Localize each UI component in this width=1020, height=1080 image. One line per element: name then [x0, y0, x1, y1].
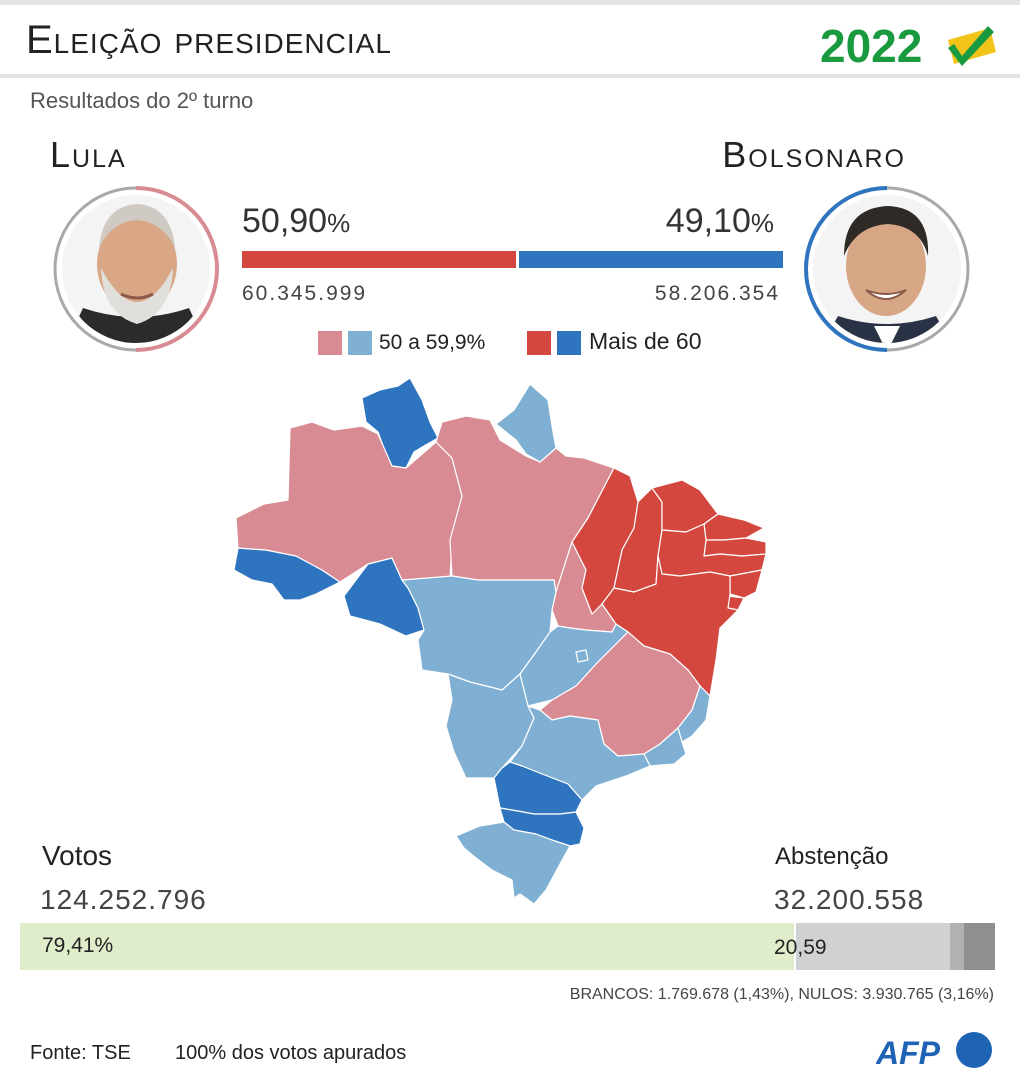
state-es: [677, 685, 711, 743]
afp-logo: AFP: [876, 1032, 992, 1070]
legend-swatch-lula-light: [318, 331, 342, 355]
legend-swatch-lula-dark: [527, 331, 551, 355]
state-df: [575, 649, 589, 663]
afp-logo-circle: [956, 1032, 992, 1068]
year-badge: 2022: [820, 20, 996, 70]
legend-label-dark: Mais de 60: [589, 328, 702, 354]
nulos-share-bar: [964, 923, 995, 970]
legend-swatch-bolsonaro-dark: [557, 331, 581, 355]
abstention-percent: 20,59: [774, 936, 827, 959]
candidate-name-bolsonaro: Bolsonaro: [722, 134, 906, 175]
state-rs: [455, 821, 571, 905]
lula-vote-bar: [242, 251, 516, 268]
votes-share-bar: [20, 923, 795, 970]
bolsonaro-percent-unit: %: [750, 208, 774, 238]
bolsonaro-votes: 58.206.354: [654, 282, 780, 305]
candidate-name-lula: Lula: [50, 134, 127, 175]
state-pb: [703, 537, 767, 557]
state-ap: [495, 383, 557, 463]
lula-portrait: [53, 186, 219, 352]
lula-percent-value: 50,90: [242, 202, 328, 240]
brancos-share-bar: [950, 923, 965, 970]
lula-votes: 60.345.999: [242, 282, 368, 305]
top-rule: [0, 0, 1020, 5]
bolsonaro-percent-value: 49,10: [665, 202, 751, 240]
legend-label-light: 50 a 59,9%: [379, 331, 486, 354]
year-text: 2022: [820, 20, 922, 70]
subtitle: Resultados do 2º turno: [30, 88, 254, 113]
state-rn: [703, 513, 765, 541]
state-ms: [445, 673, 535, 779]
bolsonaro-portrait: [804, 186, 970, 352]
state-rj: [643, 727, 687, 767]
afp-logo-text: AFP: [876, 1035, 941, 1070]
blank-null-note: BRANCOS: 1.769.678 (1,43%), NULOS: 3.930…: [569, 986, 994, 1003]
brazil-map: [233, 377, 767, 905]
bolsonaro-vote-bar: [518, 251, 783, 268]
legend-swatch-bolsonaro-light: [348, 331, 372, 355]
header-rule: [0, 74, 1020, 78]
votes-percent: 79,41%: [42, 934, 114, 957]
source-note: Fonte: TSE: [30, 1042, 131, 1064]
votes-total: 124.252.796: [40, 884, 207, 915]
abstention-label: Abstenção: [775, 843, 889, 870]
votes-label: Votos: [42, 840, 113, 871]
checkmark-icon: [948, 26, 996, 66]
lula-percent-unit: %: [327, 208, 351, 238]
bolsonaro-percent: 49,10%: [666, 202, 774, 241]
count-status: 100% dos votos apurados: [175, 1042, 407, 1064]
abstention-total: 32.200.558: [774, 884, 925, 915]
page-title: Eleição presidencial: [26, 18, 392, 62]
lula-percent: 50,90%: [242, 202, 350, 241]
